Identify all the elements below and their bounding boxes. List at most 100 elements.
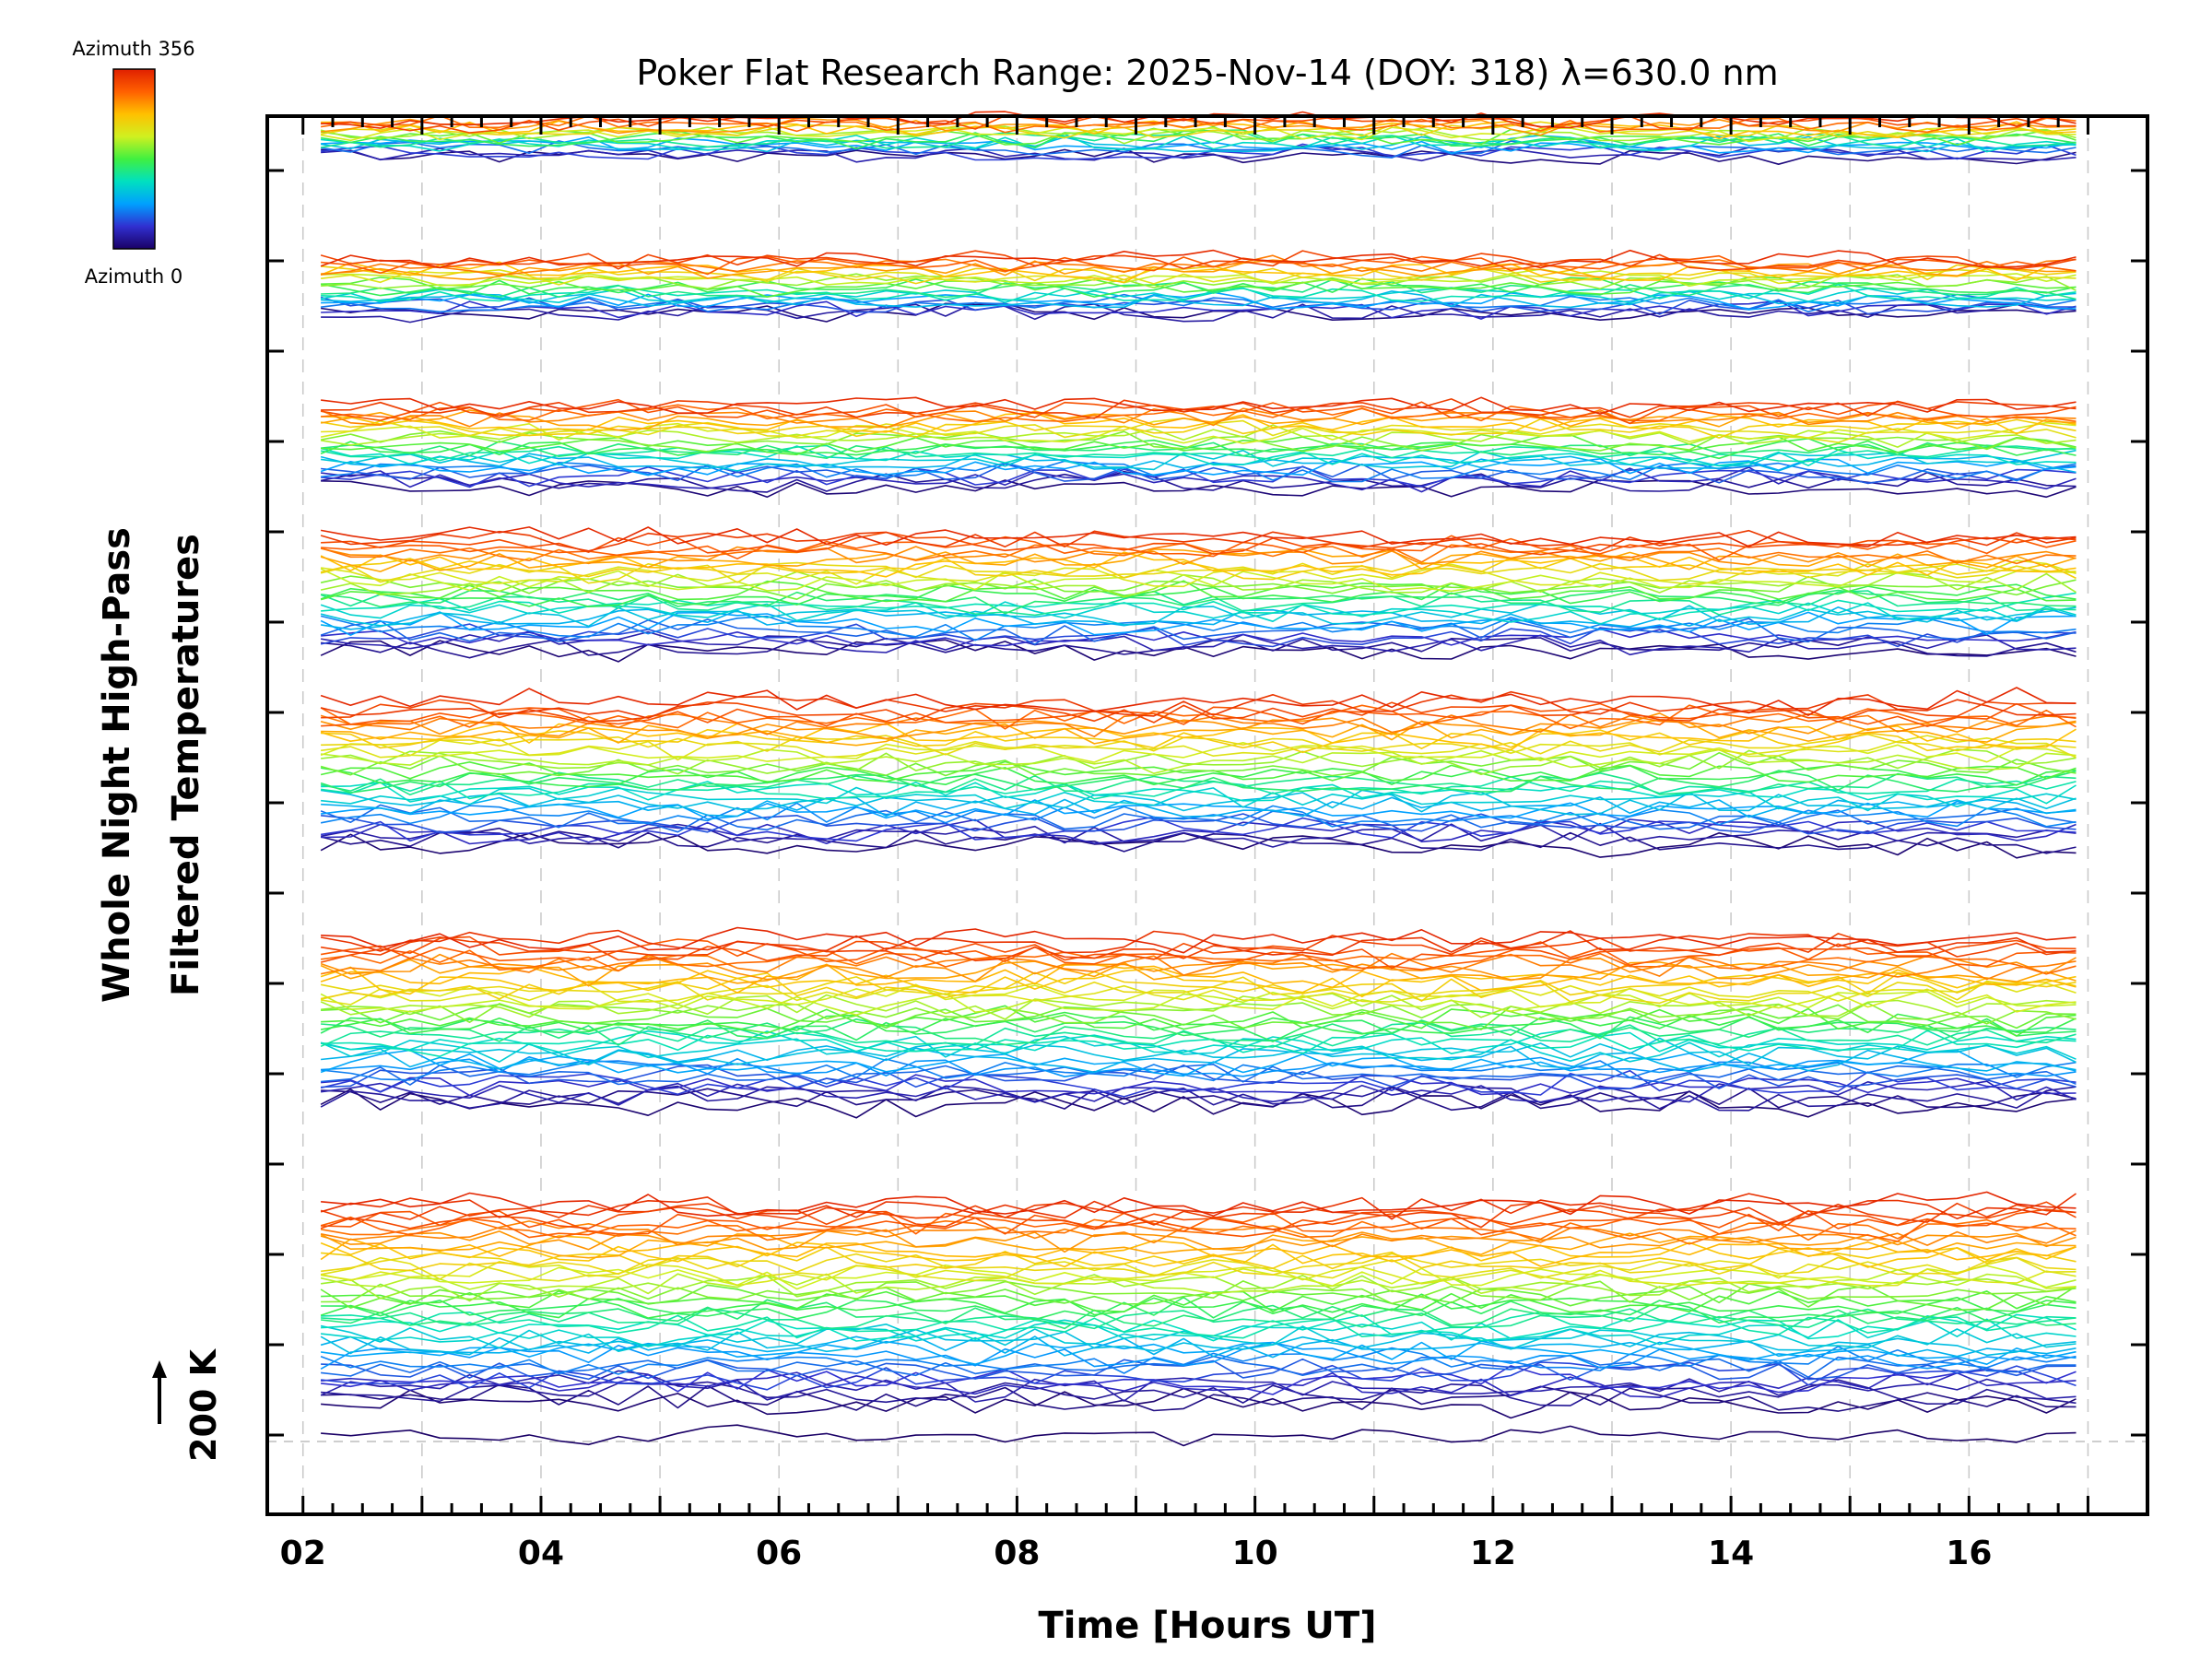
x-axis-label: Time [Hours UT] [1039,1605,1377,1647]
series-line [320,687,2077,716]
series-line [320,1256,2077,1282]
x-tick-labels: 02 04 06 08 10 12 14 16 [280,1535,1993,1572]
series-line [321,1358,2077,1381]
series-line [320,1212,2077,1242]
series-line [321,818,2077,845]
grid-lines [267,116,2147,1514]
series-line [321,1280,2077,1305]
series-line [320,1220,2077,1248]
series-line [321,628,2077,647]
series-line [320,935,2077,970]
series-line [321,786,2077,812]
series-line [321,465,2077,488]
series-line [320,302,2077,323]
series-line [320,1049,2077,1077]
series-line [321,1246,2077,1272]
x-tick-label: 16 [1946,1535,1992,1572]
series-line [321,120,2077,140]
series-line [320,1346,2077,1375]
series-line [320,611,2077,636]
series-line [320,723,2077,751]
series-line [320,1035,2077,1063]
series-line [321,460,2077,483]
series-line [320,929,2077,957]
series-line [321,412,2077,435]
series-line [320,1268,2077,1295]
series-line [321,1318,2077,1347]
series-line [320,1235,2077,1267]
series-line [321,636,2077,659]
series-group [320,111,2077,1447]
series-line [321,259,2077,281]
y-axis-label-line2: Filtered Temperatures [165,534,207,996]
azimuth-colorbar: Azimuth 356 Azimuth 0 [72,38,194,288]
series-line [320,1229,2077,1253]
series-line [320,140,2077,159]
series-line [320,529,2077,552]
series-line [321,1371,2077,1398]
series-line [321,781,2077,805]
series-line [321,267,2077,286]
series-line [320,135,2077,153]
series-line [321,1208,2077,1238]
series-line [321,1058,2077,1082]
series-line [321,1299,2077,1330]
colorbar-top-label: Azimuth 356 [72,38,194,60]
series-line [320,398,2077,425]
series-line [321,396,2077,415]
series-line [320,429,2077,453]
series-line [321,1003,2077,1030]
series-line [321,733,2077,756]
series-line [321,1064,2077,1086]
chart-title: Poker Flat Research Range: 2025-Nov-14 (… [636,53,1778,93]
series-line [320,981,2077,1006]
x-tick-label: 10 [1232,1535,1278,1572]
series-line [320,760,2077,783]
series-line [320,603,2077,628]
series-line [321,264,2077,285]
series-line [321,449,2077,472]
series-line [320,712,2077,740]
series-line [321,466,2077,493]
series-line [320,250,2077,271]
series-line [320,618,2077,645]
series-line [321,291,2077,311]
series-line [320,453,2077,474]
x-tick-label: 06 [756,1535,802,1572]
series-line [320,559,2077,588]
series-line [321,293,2077,313]
scale-arrow-head [152,1360,167,1378]
series-line [321,728,2077,754]
x-tick-label: 12 [1470,1535,1516,1572]
series-line [320,582,2077,608]
series-line [320,822,2077,848]
series-line [320,457,2077,477]
series-line [320,590,2077,617]
scale-indicator: 200 K [152,1347,224,1462]
series-line [321,796,2077,818]
series-line [321,719,2077,747]
y-axis-label-line1: Whole Night High-Pass [96,527,138,1003]
series-line [321,926,2077,954]
series-line [321,699,2077,724]
series-line [321,1252,2077,1277]
series-line [320,542,2077,565]
series-line [320,1083,2077,1112]
series-line [321,301,2077,324]
series-line [321,1290,2077,1313]
series-line [320,949,2077,975]
axis-ticks [267,116,2147,1514]
series-line [320,261,2077,284]
series-line [321,268,2077,288]
x-tick-label: 04 [518,1535,564,1572]
series-line [321,1056,2077,1077]
series-line [320,249,2077,269]
series-line [321,1045,2077,1074]
series-line [320,575,2077,601]
series-line [320,1232,2077,1259]
series-line [320,437,2077,460]
series-line [320,470,2077,493]
series-line [320,953,2077,982]
series-line [321,114,2077,134]
series-line [321,1307,2077,1330]
